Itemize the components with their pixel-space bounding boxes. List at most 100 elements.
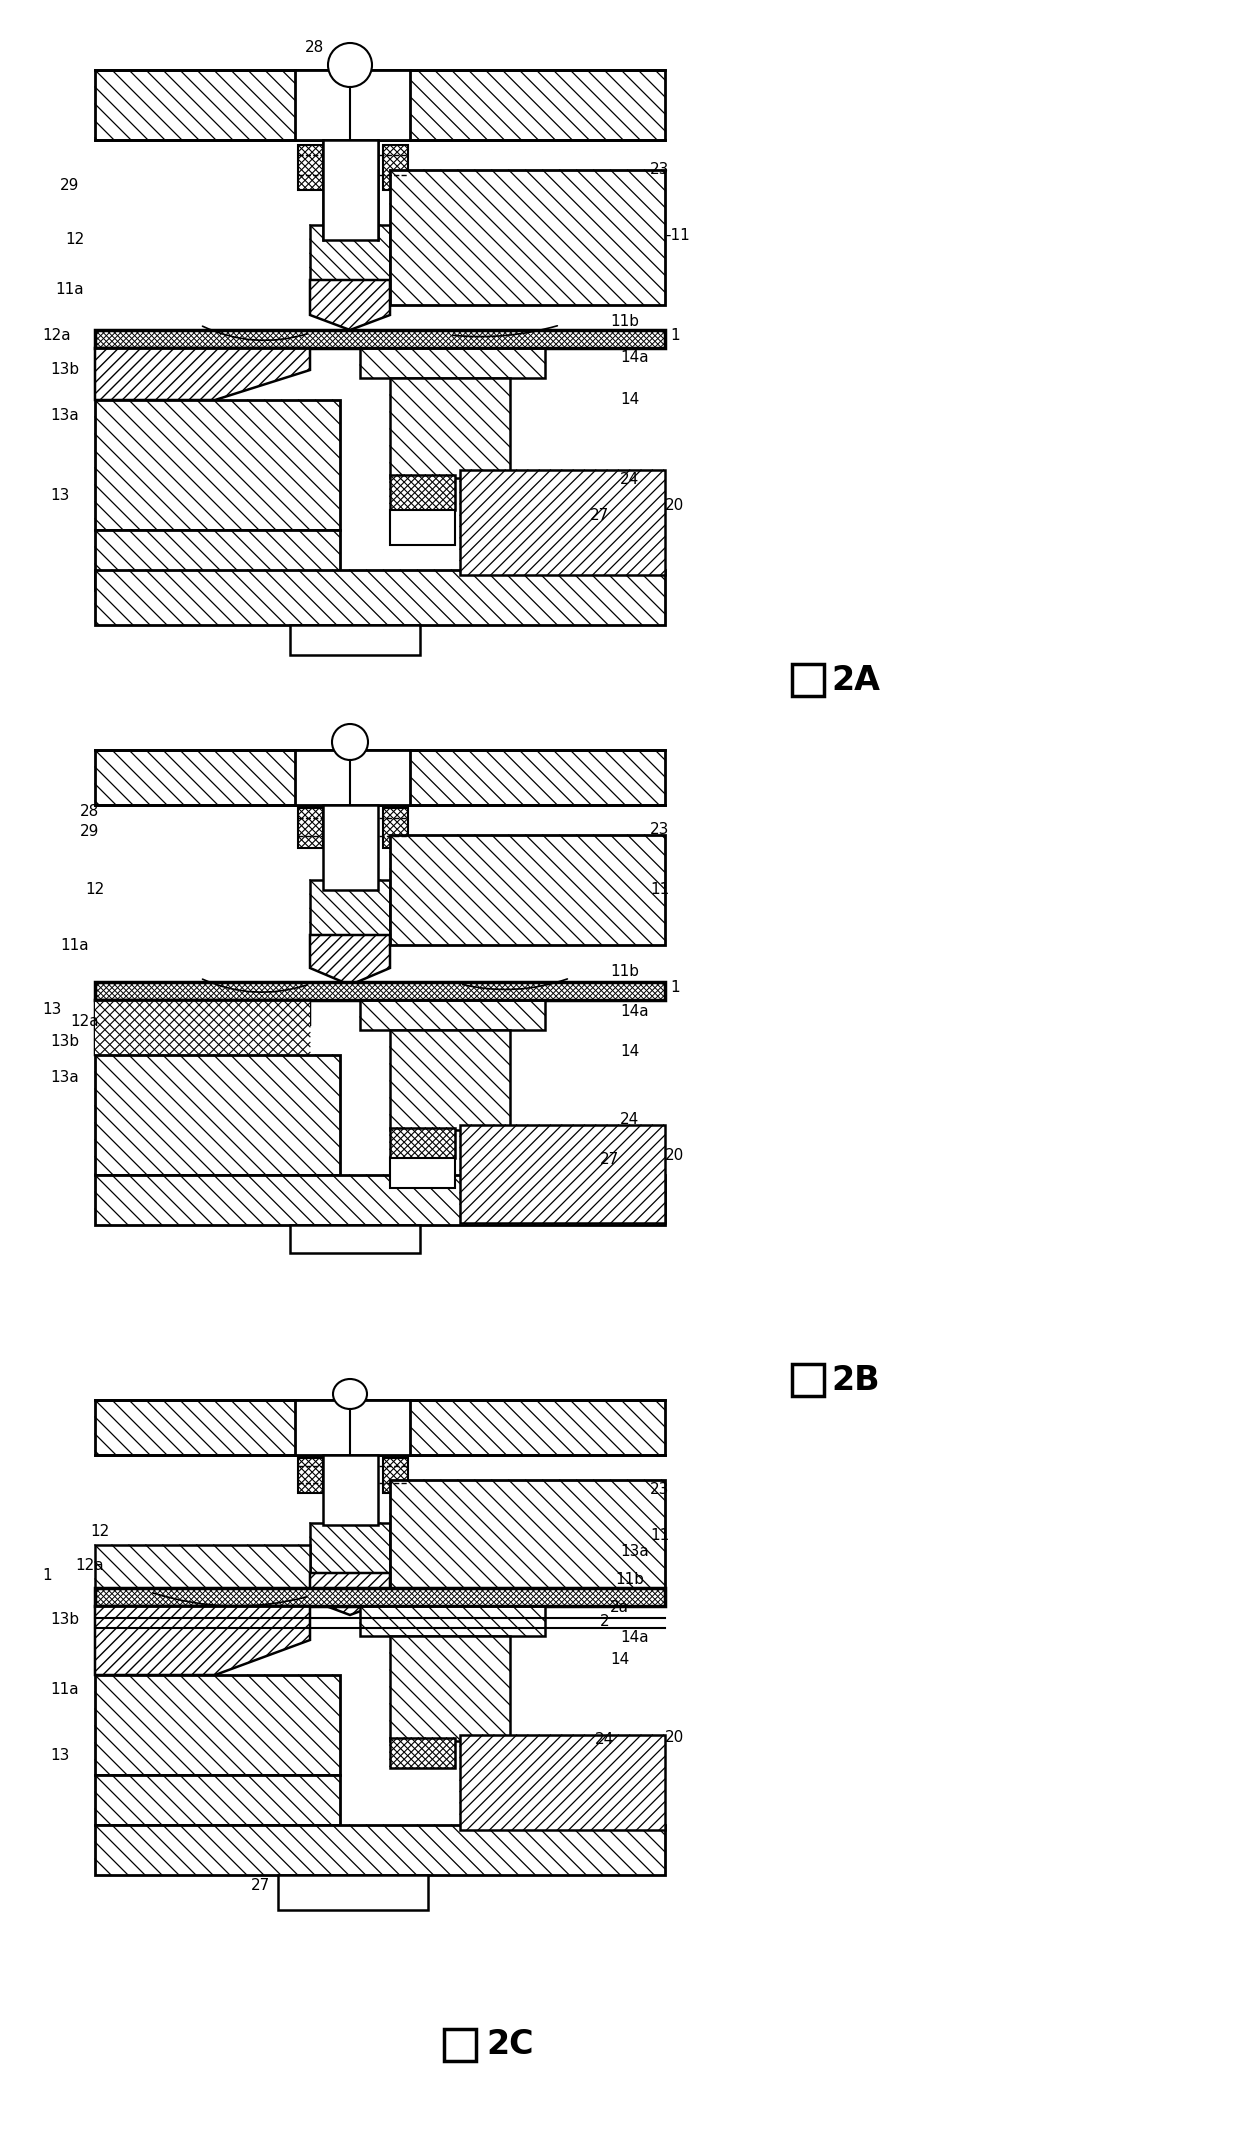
Text: 13b: 13b — [49, 363, 79, 378]
Polygon shape — [310, 1573, 390, 1615]
Text: 27: 27 — [251, 1878, 269, 1893]
Bar — [459, 1125, 664, 1223]
Text: 11a: 11a — [49, 1682, 79, 1697]
Text: 12a: 12a — [70, 1014, 99, 1029]
Text: 23: 23 — [650, 822, 669, 837]
Bar — [390, 1129, 454, 1159]
Text: 14: 14 — [620, 1044, 640, 1058]
Text: 2B: 2B — [831, 1364, 879, 1396]
Bar — [95, 1675, 340, 1775]
Bar — [95, 1825, 664, 1876]
Text: 14: 14 — [620, 393, 640, 408]
Text: 13b: 13b — [49, 1035, 79, 1050]
Text: 24: 24 — [620, 472, 640, 487]
Bar — [324, 805, 378, 890]
Bar — [298, 1458, 324, 1494]
Text: 12a: 12a — [42, 327, 70, 341]
Bar — [95, 570, 664, 625]
Ellipse shape — [332, 723, 368, 760]
Text: 13a: 13a — [49, 1071, 79, 1086]
Bar — [298, 145, 324, 190]
Text: 24: 24 — [595, 1733, 614, 1748]
Text: 11: 11 — [650, 1528, 669, 1543]
Text: 11b: 11b — [610, 314, 638, 329]
Bar — [390, 1031, 510, 1131]
Bar — [95, 1775, 340, 1825]
Bar — [390, 1159, 454, 1189]
Text: 27: 27 — [590, 508, 609, 523]
Text: 14a: 14a — [620, 350, 648, 365]
Bar — [337, 1385, 363, 1402]
Text: 20: 20 — [664, 1148, 684, 1163]
Bar — [295, 1400, 410, 1455]
Bar — [390, 834, 664, 945]
Polygon shape — [95, 1607, 310, 1675]
Bar — [95, 1054, 340, 1176]
Bar — [324, 1455, 378, 1526]
Text: 29: 29 — [80, 824, 99, 839]
Text: 11a: 11a — [61, 937, 89, 952]
Bar — [383, 1458, 408, 1494]
Bar — [310, 1524, 390, 1573]
Text: -11: -11 — [664, 228, 690, 243]
Bar — [445, 2029, 475, 2061]
Text: 12: 12 — [90, 1524, 109, 1539]
Text: 24: 24 — [620, 1112, 640, 1127]
Bar — [95, 1176, 664, 1225]
Text: 2C: 2C — [487, 2029, 534, 2061]
Text: 14a: 14a — [620, 1005, 648, 1020]
Text: 23: 23 — [650, 162, 669, 177]
Bar — [390, 171, 664, 305]
Text: 1: 1 — [671, 980, 679, 994]
Bar — [383, 809, 408, 847]
Bar — [290, 1225, 420, 1253]
Bar — [95, 529, 340, 589]
Bar — [95, 331, 664, 348]
Bar — [298, 809, 324, 847]
Text: 27: 27 — [600, 1152, 619, 1167]
Text: 11b: 11b — [610, 965, 638, 980]
Bar — [390, 1737, 454, 1767]
Ellipse shape — [333, 1379, 367, 1408]
Text: 28: 28 — [80, 805, 99, 819]
Bar — [792, 664, 824, 696]
Text: 12: 12 — [65, 233, 84, 248]
Bar — [295, 70, 410, 141]
Text: 20: 20 — [664, 497, 684, 512]
Bar — [459, 469, 664, 574]
Bar — [337, 732, 363, 751]
Bar — [95, 982, 664, 1001]
Text: 29: 29 — [61, 177, 79, 192]
Bar — [359, 348, 545, 378]
Bar — [792, 1364, 824, 1396]
Text: 20: 20 — [664, 1731, 684, 1746]
Text: 23: 23 — [650, 1483, 669, 1498]
Text: 13: 13 — [49, 1748, 69, 1763]
Bar — [390, 476, 454, 510]
Text: 11b: 11b — [615, 1573, 643, 1588]
Text: 12a: 12a — [75, 1558, 104, 1573]
Bar — [390, 378, 510, 478]
Ellipse shape — [329, 43, 372, 87]
Bar — [390, 1637, 510, 1741]
Bar — [95, 1545, 310, 1590]
Text: 14: 14 — [610, 1652, 630, 1667]
Polygon shape — [310, 280, 390, 331]
Polygon shape — [310, 935, 390, 986]
Text: 13b: 13b — [49, 1613, 79, 1628]
Text: 28: 28 — [305, 41, 325, 55]
Bar — [335, 53, 366, 77]
Bar — [310, 224, 390, 280]
Bar — [310, 879, 390, 935]
Bar — [278, 1876, 429, 1910]
Text: 1: 1 — [671, 327, 679, 341]
Polygon shape — [95, 1001, 310, 1054]
Text: 13a: 13a — [49, 408, 79, 423]
Text: 2: 2 — [600, 1615, 610, 1630]
Bar — [383, 145, 408, 190]
Polygon shape — [95, 348, 310, 399]
Bar — [359, 1607, 545, 1637]
Text: 1: 1 — [42, 1568, 52, 1583]
Text: 13: 13 — [49, 487, 69, 501]
Text: 2A: 2A — [831, 664, 881, 696]
